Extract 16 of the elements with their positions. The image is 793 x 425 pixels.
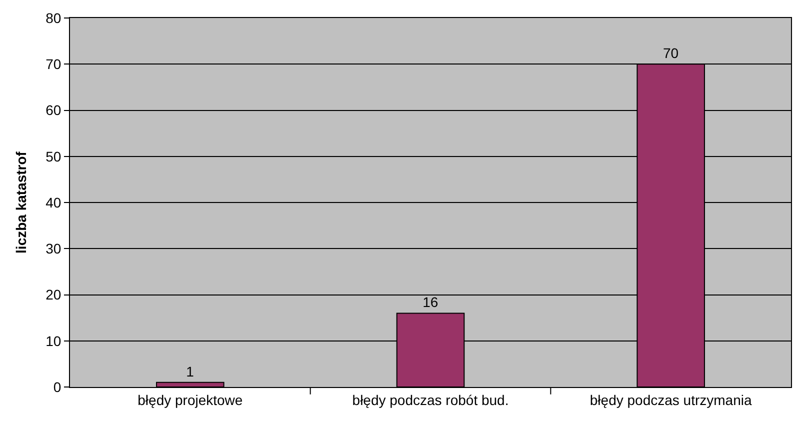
y-tick-label: 0 [53,378,62,395]
data-label: 1 [186,363,194,380]
y-tick-label: 20 [46,286,62,303]
data-label: 16 [422,294,438,310]
data-label: 70 [662,45,679,62]
y-tick-label: 50 [46,148,62,164]
y-tick-label: 70 [46,56,62,72]
x-tick-label: błędy projektowe [138,392,243,408]
y-tick-label: 80 [46,10,62,26]
x-tick-label: błędy podczas utrzymania [590,392,752,408]
y-tick-label: 30 [46,240,62,257]
y-axis-title: liczba katastrof [13,151,30,254]
y-tick-label: 40 [46,194,62,210]
x-tick-label: błędy podczas robót bud. [352,392,509,408]
y-tick-label: 10 [46,332,62,349]
y-tick-label: 60 [46,102,62,118]
